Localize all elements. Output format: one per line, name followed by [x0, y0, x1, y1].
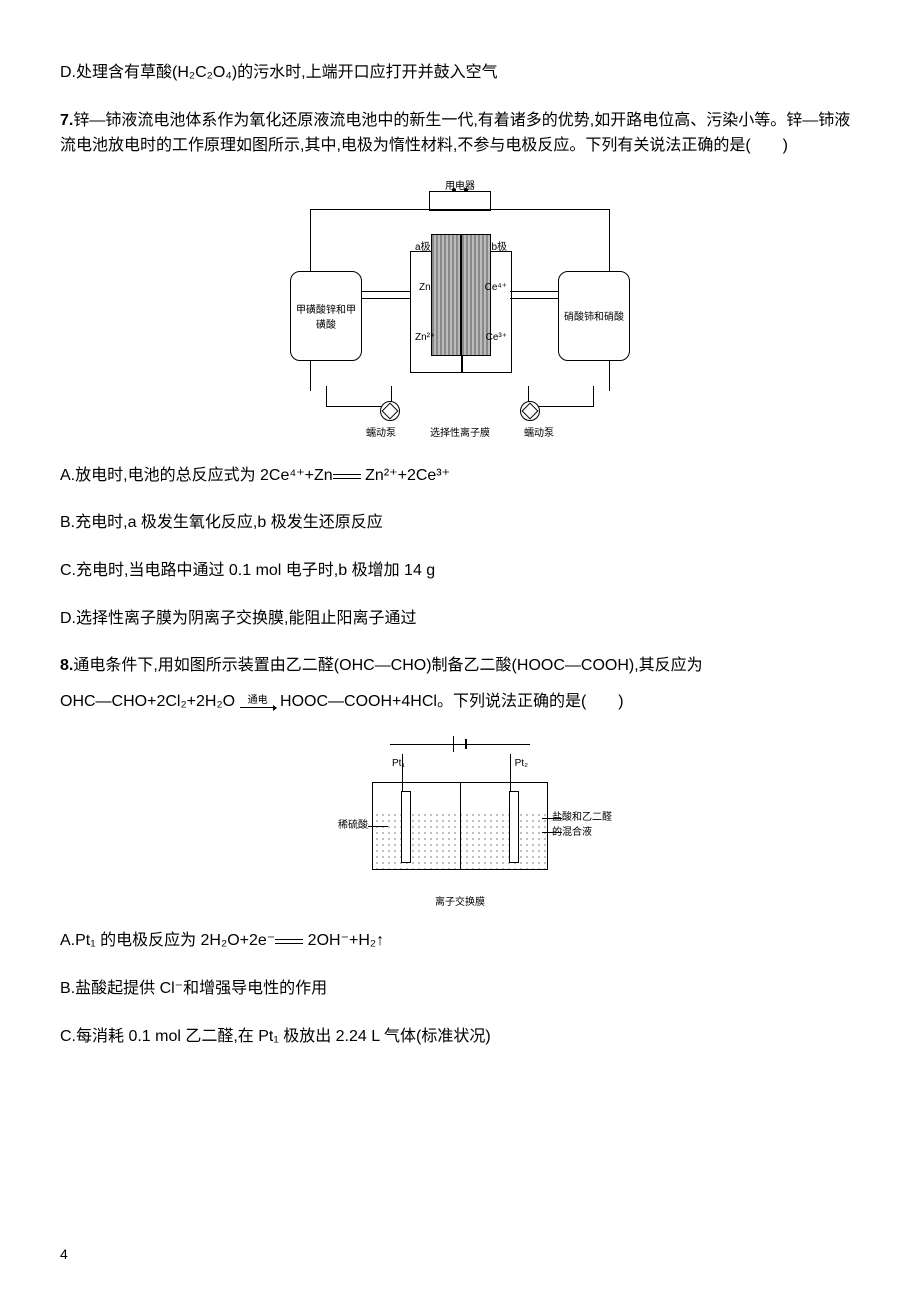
label-left: 稀硫酸 — [324, 816, 368, 831]
q8-number: 8. — [60, 657, 73, 674]
electrolysis-tank — [372, 782, 548, 870]
tube-r2 — [528, 386, 594, 407]
species-ce4: Ce⁴⁺ — [485, 282, 507, 293]
battery-short — [465, 739, 467, 749]
dc-source-icon — [449, 736, 471, 752]
membrane-label: 选择性离子膜 — [430, 424, 490, 439]
electrode-pt2 — [509, 791, 519, 863]
q7-option-d: D.选择性离子膜为阴离子交换膜,能阻止阳离子通过 — [60, 606, 860, 632]
pump-right-icon — [520, 401, 540, 421]
species-zn2: Zn²⁺ — [415, 332, 435, 343]
q7-stem: 7.锌—铈液流电池体系作为氧化还原液流电池中的新生一代,有着诸多的优势,如开路电… — [60, 108, 860, 159]
device-box — [429, 191, 491, 211]
species-ce3: Ce³⁺ — [486, 332, 507, 343]
tank-left: 甲磺酸锌和甲磺酸 — [290, 271, 362, 361]
q7-diagram-wrap: 用电器 a极 b极 Zn Zn²⁺ Ce⁴⁺ Ce³⁺ 甲磺酸锌和甲磺酸 硝酸铈… — [60, 181, 860, 441]
tank-right: 硝酸铈和硝酸 — [558, 271, 630, 361]
q8-a-pre: A.Pt₁ 的电极反应为 2H₂O+2e⁻ — [60, 932, 275, 949]
pointer-right-1 — [542, 818, 562, 819]
q8-a-post: 2OH⁻+H₂↑ — [303, 932, 384, 949]
pointer-right-2 — [542, 832, 562, 833]
over-arrow: 通电 — [240, 696, 276, 708]
b-label: b极 — [491, 238, 507, 253]
label-right: 盐酸和乙二醛的混合液 — [552, 808, 618, 838]
battery-diagram: 用电器 a极 b极 Zn Zn²⁺ Ce⁴⁺ Ce³⁺ 甲磺酸锌和甲磺酸 硝酸铈… — [270, 181, 650, 441]
pump-left-icon — [380, 401, 400, 421]
q7-option-b: B.充电时,a 极发生氧化反应,b 极发生还原反应 — [60, 510, 860, 536]
membrane-label-2: 离子交换膜 — [435, 893, 485, 908]
q7-option-c: C.充电时,当电路中通过 0.1 mol 电子时,b 极增加 14 g — [60, 558, 860, 584]
wire-pt2 — [510, 754, 511, 792]
electrolysis-diagram: Pt₁ Pt₂ 稀硫酸 盐酸和乙二醛的混合液 离子交换膜 — [300, 736, 620, 906]
q8-eq-r: HOOC—COOH+4HCl。下列说法正确的是( ) — [280, 693, 624, 710]
cell: a极 b极 Zn Zn²⁺ Ce⁴⁺ Ce³⁺ — [410, 251, 512, 373]
q8-stem: 8.通电条件下,用如图所示装置由乙二醛(OHC—CHO)制备乙二酸(HOOC—C… — [60, 653, 860, 679]
wire-pt1 — [402, 754, 403, 792]
arrow-line-icon — [240, 707, 276, 708]
device-label: 用电器 — [445, 177, 475, 192]
q7-a-pre: A.放电时,电池的总反应式为 2Ce⁴⁺+Zn — [60, 467, 333, 484]
equals-icon — [333, 469, 361, 483]
ion-membrane — [460, 783, 461, 869]
q7-text: 锌—铈液流电池体系作为氧化还原液流电池中的新生一代,有着诸多的优势,如开路电位高… — [60, 112, 850, 155]
electrode-pt1 — [401, 791, 411, 863]
page: D.处理含有草酸(H₂C₂O₄)的污水时,上端开口应打开并鼓入空气 7.锌—铈液… — [0, 0, 920, 1302]
q7-option-a: A.放电时,电池的总反应式为 2Ce⁴⁺+Zn Zn²⁺+2Ce³⁺ — [60, 463, 860, 489]
q8-diagram-wrap: Pt₁ Pt₂ 稀硫酸 盐酸和乙二醛的混合液 离子交换膜 — [60, 736, 860, 906]
q7-a-post: Zn²⁺+2Ce³⁺ — [361, 467, 450, 484]
pump-label-r: 蠕动泵 — [524, 424, 554, 439]
q8-equation: OHC—CHO+2Cl₂+2H₂O 通电 HOOC—COOH+4HCl。下列说法… — [60, 689, 860, 715]
pt2-label: Pt₂ — [515, 758, 528, 769]
q8-option-a: A.Pt₁ 的电极反应为 2H₂O+2e⁻ 2OH⁻+H₂↑ — [60, 928, 860, 954]
over-arrow-text: 通电 — [240, 696, 276, 706]
species-zn: Zn — [419, 282, 431, 293]
a-label: a极 — [415, 238, 431, 253]
page-number: 4 — [60, 1246, 68, 1262]
q8-option-c: C.每消耗 0.1 mol 乙二醛,在 Pt₁ 极放出 2.24 L 气体(标准… — [60, 1024, 860, 1050]
battery-long — [453, 736, 454, 752]
q8-option-b: B.盐酸起提供 Cl⁻和增强导电性的作用 — [60, 976, 860, 1002]
q8-eq-l: OHC—CHO+2Cl₂+2H₂O — [60, 693, 235, 710]
q6-option-d: D.处理含有草酸(H₂C₂O₄)的污水时,上端开口应打开并鼓入空气 — [60, 60, 860, 86]
equals-icon-2 — [275, 934, 303, 948]
q7-number: 7. — [60, 112, 73, 129]
q8-text: 通电条件下,用如图所示装置由乙二醛(OHC—CHO)制备乙二酸(HOOC—COO… — [73, 657, 702, 674]
tube-l1 — [362, 291, 410, 299]
tube-r1 — [510, 291, 558, 299]
pump-label-l: 蠕动泵 — [366, 424, 396, 439]
pointer-left — [368, 826, 388, 827]
electrode-a — [431, 234, 461, 356]
